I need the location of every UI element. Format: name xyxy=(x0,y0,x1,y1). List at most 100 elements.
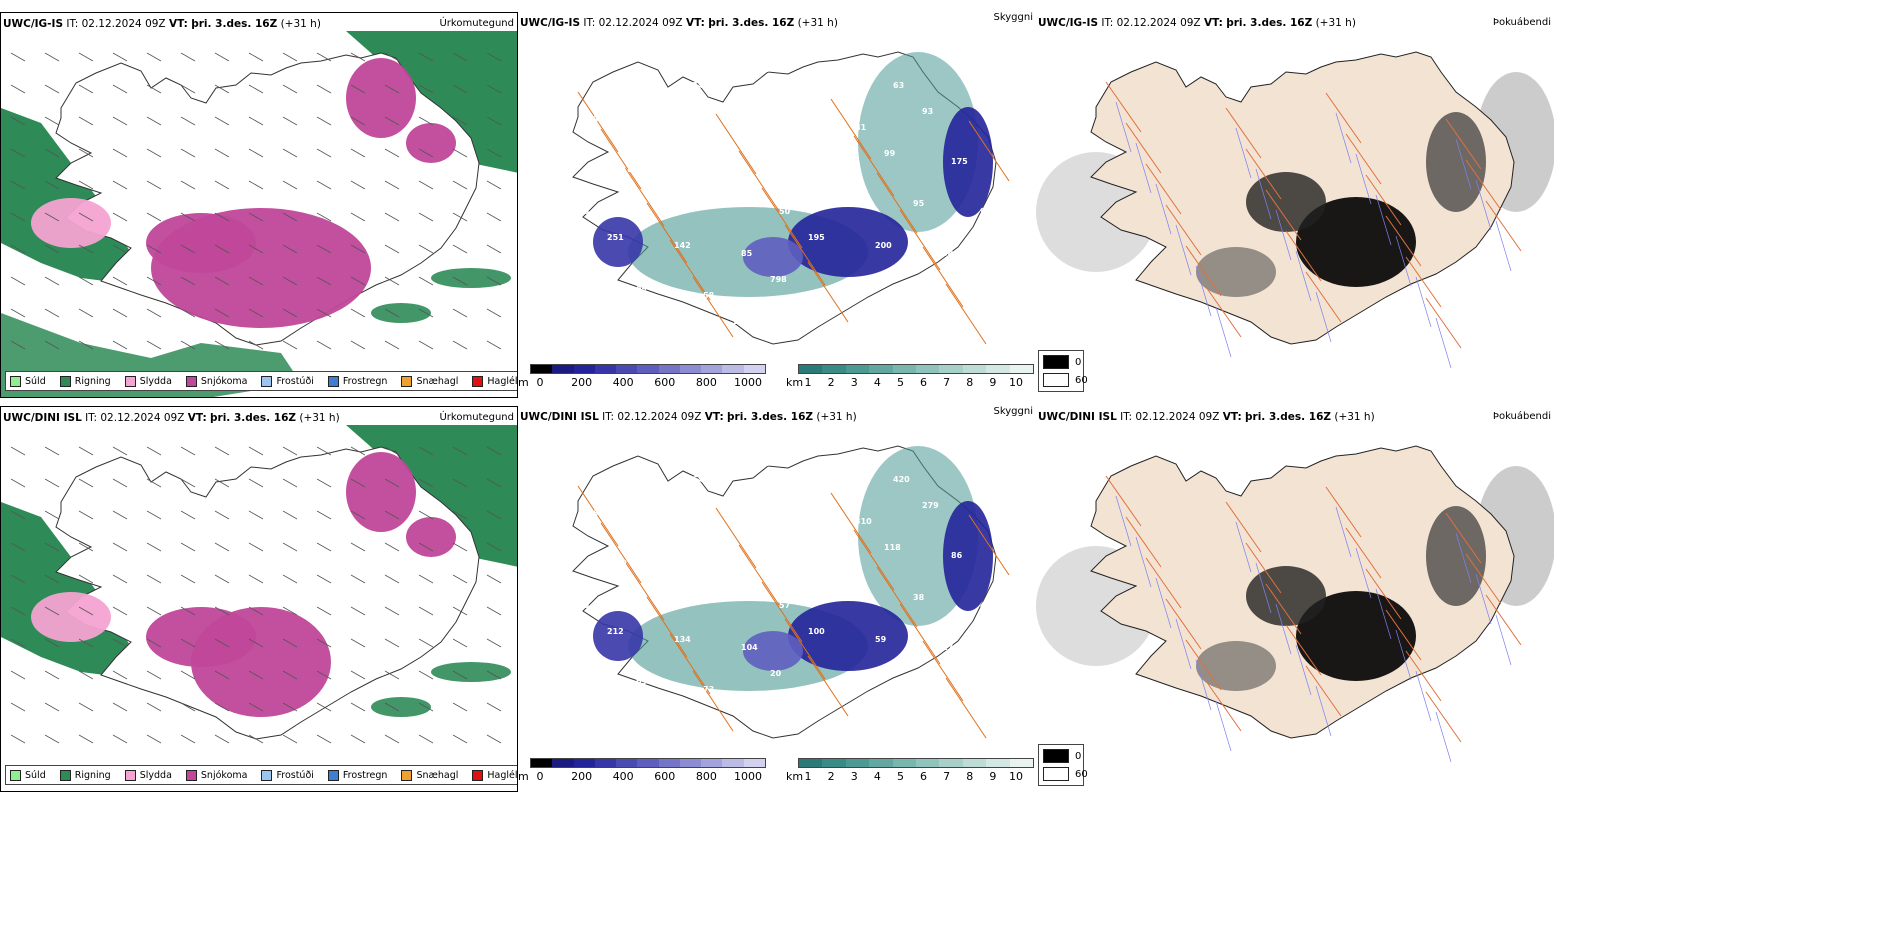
wind-barb xyxy=(78,510,94,520)
road-line xyxy=(1325,486,1362,538)
wind-barb xyxy=(78,542,94,552)
fog-legend-row: 0 xyxy=(1043,355,1081,369)
road-line xyxy=(1445,512,1482,564)
fog-area xyxy=(1426,112,1486,212)
road-line xyxy=(830,492,872,554)
legend-swatch xyxy=(261,375,273,387)
wind-barb xyxy=(180,52,196,62)
wind-barb xyxy=(248,180,264,190)
wind-barb xyxy=(10,180,26,190)
road-line xyxy=(715,507,757,569)
wind-barb xyxy=(486,670,502,680)
ceiling-label: 104 xyxy=(750,551,767,560)
ceiling-label: 142 xyxy=(674,241,691,250)
colorbar-cell xyxy=(962,365,987,373)
ceiling-label: 175 xyxy=(951,157,968,166)
wind-barb xyxy=(452,446,468,456)
wind-barb xyxy=(180,702,196,712)
wind-barb xyxy=(78,276,94,286)
ceiling-label: 279 xyxy=(922,501,939,510)
wind-barb xyxy=(112,734,128,744)
ceiling-label: 314 xyxy=(837,283,854,292)
ceiling-label: 108 xyxy=(826,467,843,476)
river-line xyxy=(1115,495,1132,547)
wind-barb xyxy=(44,308,60,318)
legend-label: Frostregn xyxy=(342,375,388,387)
ceiling-label: 95 xyxy=(913,199,925,208)
river-line xyxy=(1435,711,1452,763)
road-line xyxy=(669,239,711,301)
colorbar-cell xyxy=(799,759,823,767)
wind-barb xyxy=(316,510,332,520)
wind-barb xyxy=(418,606,434,616)
colorbar-cell xyxy=(939,365,963,373)
wind-barb xyxy=(44,340,60,350)
legend-swatch xyxy=(59,375,71,387)
colorbar-cell xyxy=(1009,365,1034,373)
river-line xyxy=(1455,532,1472,584)
ceiling-label: 57 xyxy=(779,601,790,610)
wind-barb xyxy=(316,84,332,94)
ceiling-label: 73 xyxy=(654,123,665,132)
legend-label: Snjókoma xyxy=(200,769,248,781)
wind-barb xyxy=(350,670,366,680)
wind-barb xyxy=(452,542,468,552)
colorbar-cell xyxy=(594,759,617,767)
legend-label: Rigning xyxy=(74,375,111,387)
wind-barb xyxy=(10,574,26,584)
wind-barb xyxy=(282,148,298,158)
wind-barb xyxy=(180,308,196,318)
precip-legend: Súld Rigning Slydda Snjókoma Frostúði Frostre… xyxy=(5,765,517,785)
wind-barb xyxy=(384,180,400,190)
wind-barb xyxy=(350,446,366,456)
river-line xyxy=(1315,291,1332,343)
ceiling-label: 81 xyxy=(855,123,867,132)
wind-barb xyxy=(146,574,162,584)
wind-barb xyxy=(486,180,502,190)
wind-barb xyxy=(146,52,162,62)
wind-barb xyxy=(282,52,298,62)
wind-barb xyxy=(180,244,196,254)
road-line xyxy=(577,485,619,547)
wind-barb xyxy=(384,702,400,712)
wind-barb xyxy=(350,276,366,286)
visibility-colorbar: km 1 2 3 4 5 6 7 8 9 10 xyxy=(786,364,1036,394)
legend-swatch xyxy=(472,375,484,387)
colorbar-tick: 600 xyxy=(654,770,676,783)
panel-title: UWC/DINI ISL IT: 02.12.2024 09Z VT: þri.… xyxy=(520,411,857,423)
colorbar-unit: km xyxy=(786,770,804,783)
panel-title: UWC/IG-IS IT: 02.12.2024 09Z VT: þri. 3.… xyxy=(1038,17,1356,29)
wind-barb xyxy=(214,510,230,520)
wind-barb xyxy=(180,606,196,616)
colorbar-tick: 9 xyxy=(989,376,997,389)
colorbar-tick: 0 xyxy=(536,376,544,389)
river-line xyxy=(1375,194,1392,246)
wind-barb xyxy=(10,340,26,350)
ceiling-label: 99 xyxy=(884,149,896,158)
wind-barb xyxy=(214,84,230,94)
wind-barb xyxy=(316,180,332,190)
ceiling-label: 83 xyxy=(683,543,694,552)
wind-barb xyxy=(146,510,162,520)
wind-barb xyxy=(248,148,264,158)
ceiling-label: 171 xyxy=(665,333,682,342)
panel-title: UWC/DINI ISL IT: 02.12.2024 09Z VT: þri.… xyxy=(1038,411,1375,423)
wind-barb xyxy=(112,702,128,712)
road-line xyxy=(669,633,711,695)
wind-barb xyxy=(78,638,94,648)
ceiling-label: 42 xyxy=(980,601,991,610)
wind-barb xyxy=(112,340,128,350)
wind-barb xyxy=(248,510,264,520)
road-line xyxy=(784,224,826,286)
river-line xyxy=(1215,306,1232,358)
wind-barb xyxy=(384,638,400,648)
wind-barb xyxy=(146,276,162,286)
ceiling-label: 66 xyxy=(578,207,590,216)
road-line xyxy=(646,596,688,658)
river-line xyxy=(1255,168,1272,220)
wind-barb xyxy=(350,180,366,190)
wind-barb xyxy=(180,478,196,488)
colorbar-cell xyxy=(986,759,1010,767)
road-line xyxy=(1365,174,1402,226)
wind-barb xyxy=(146,148,162,158)
